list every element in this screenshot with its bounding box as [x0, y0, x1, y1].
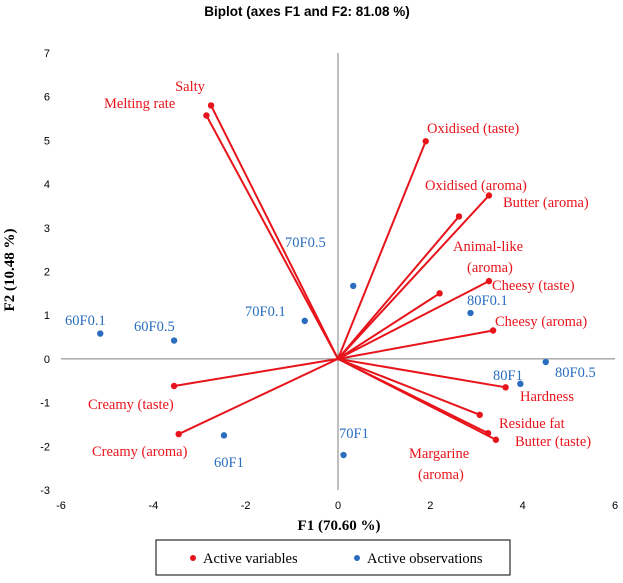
y-tick-label: -2: [40, 441, 50, 453]
observation-labels: 60F0.1 60F0.5 70F0.1 70F0.5 80F0.1 80F0.5 80F1…: [65, 235, 596, 471]
y-tick-label: 1: [44, 310, 50, 322]
vector-melting-rate: [205, 115, 339, 360]
y-axis-title: F2 (10.48 %): [2, 229, 18, 312]
x-tick-label: 6: [612, 500, 618, 512]
variable-label-creamy-taste: Creamy (taste): [88, 397, 174, 413]
x-tick-label: -6: [56, 500, 66, 512]
observation-label-60f0-1: 60F0.1: [65, 313, 106, 329]
legend-observations-marker: [354, 555, 360, 561]
vector-point-creamy-aroma: [175, 430, 182, 438]
observation-point-60f0-5: [170, 337, 178, 344]
variable-label-residue-fat: Residue fat: [499, 416, 565, 432]
vector-margarine-aroma: [337, 358, 489, 435]
legend-variables-label: Active variables: [203, 551, 298, 567]
observation-label-60f0-5: 60F0.5: [134, 319, 175, 335]
variable-label-oxidised-aroma: Oxidised (aroma): [425, 178, 527, 194]
y-tick-label: 7: [44, 48, 50, 60]
variable-label-cheesy-taste: Cheesy (taste): [492, 278, 575, 294]
variable-label-salty: Salty: [175, 79, 206, 95]
vector-point-butter-aroma: [485, 192, 493, 199]
legend: Active variables Active observations: [155, 539, 511, 576]
variable-label-butter-aroma: Butter (aroma): [503, 195, 589, 211]
variable-label-cheesy-aroma: Cheesy (aroma): [495, 314, 587, 330]
y-tick-label: 4: [44, 179, 50, 191]
observation-point-80f1: [517, 380, 524, 388]
x-tick-label: -2: [241, 500, 251, 512]
variable-label-margarine-aroma: Margarine: [409, 446, 469, 462]
variable-label-melting-rate: Melting rate: [104, 96, 175, 112]
variable-label-animal-like-aroma: Animal-like: [453, 239, 523, 255]
vector-point-residue-fat: [476, 411, 483, 419]
vector-point-melting-rate: [203, 112, 210, 119]
vector-point-cheesy-taste: [485, 277, 493, 285]
x-axis-title: F1 (70.60 %): [298, 518, 381, 534]
x-axis-ticks: -6 -4 -2 0 2 4 6: [56, 500, 618, 512]
legend-box: [155, 539, 511, 576]
vector-point-margarine-aroma: [484, 429, 492, 437]
vector-hardness: [337, 357, 506, 389]
vector-point-creamy-taste: [170, 382, 178, 390]
vector-residue-fat: [337, 357, 481, 416]
x-tick-label: 4: [520, 500, 526, 512]
vector-creamy-taste: [173, 357, 339, 387]
observation-point-80f0-1: [467, 309, 474, 317]
vector-animal-like-aroma: [337, 292, 441, 360]
observation-point-70f0-1: [301, 317, 308, 325]
vector-cheesy-taste: [337, 280, 490, 360]
observation-label-80f0-1: 80F0.1: [467, 293, 508, 309]
observation-point-60f0-1: [97, 330, 104, 337]
y-tick-label: 3: [44, 223, 50, 235]
vector-point-oxidised-taste: [422, 138, 429, 145]
variable-vectors: [170, 102, 509, 443]
variable-label-butter-taste: Butter (taste): [515, 434, 591, 450]
x-tick-label: 0: [335, 500, 341, 512]
observation-label-60f1: 60F1: [214, 455, 244, 471]
variable-label-margarine-aroma: (aroma): [418, 467, 464, 483]
vector-point-hardness: [502, 384, 509, 391]
vector-point-salty: [207, 102, 215, 109]
vector-oxidised-taste: [337, 140, 427, 360]
y-tick-label: 6: [44, 92, 50, 104]
x-tick-label: -4: [148, 500, 158, 512]
vector-point-cheesy-aroma: [489, 327, 497, 334]
vector-point-animal-like-aroma: [436, 290, 443, 297]
observation-label-80f1: 80F1: [493, 368, 523, 384]
observation-label-70f1: 70F1: [339, 426, 369, 442]
observation-points: [97, 282, 549, 459]
vector-creamy-aroma: [178, 357, 339, 435]
legend-observations-label: Active observations: [367, 551, 483, 567]
observation-label-70f0-5: 70F0.5: [285, 235, 326, 251]
vector-salty: [210, 104, 339, 360]
y-tick-label: -1: [40, 398, 50, 410]
vector-point-butter-taste: [492, 436, 500, 443]
legend-variables-marker: [190, 555, 196, 561]
observation-point-70f1: [340, 451, 347, 459]
chart-title: Biplot (axes F1 and F2: 81.08 %): [204, 4, 410, 19]
y-tick-label: 5: [44, 135, 50, 147]
vector-point-oxidised-aroma: [455, 213, 463, 220]
observation-point-60f1: [220, 432, 228, 439]
variable-label-oxidised-taste: Oxidised (taste): [427, 121, 519, 137]
observation-point-70f0-5: [350, 282, 357, 290]
vector-oxidised-aroma: [337, 215, 460, 360]
y-axis-ticks: -3 -2 -1 0 1 2 3 4 5 6 7: [40, 48, 50, 497]
observation-point-80f0-5: [542, 358, 549, 366]
y-tick-label: -3: [40, 485, 50, 497]
variable-label-creamy-aroma: Creamy (aroma): [92, 444, 188, 460]
y-tick-label: 0: [44, 354, 50, 366]
x-tick-label: 2: [427, 500, 433, 512]
observation-label-80f0-5: 80F0.5: [555, 365, 596, 381]
vector-butter-aroma: [337, 194, 490, 360]
y-tick-label: 2: [44, 267, 50, 279]
vector-cheesy-aroma: [337, 329, 494, 360]
variable-label-hardness: Hardness: [520, 389, 574, 405]
observation-label-70f0-1: 70F0.1: [245, 304, 286, 320]
variable-label-animal-like-aroma: (aroma): [467, 260, 513, 276]
